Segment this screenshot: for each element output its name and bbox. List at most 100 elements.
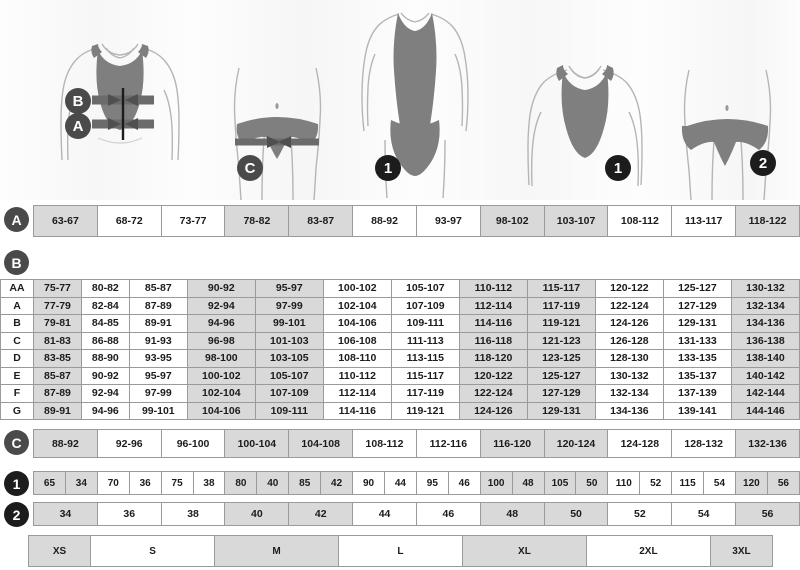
row-2-cell: 42	[288, 502, 354, 526]
row-1-table: 65 34 70 36 75 38 80 40 85 42 90 44 95 46 100 48 105 50 11…	[33, 471, 800, 495]
row-1-cell: 38	[192, 471, 226, 495]
row-A-cell: 98-102	[479, 205, 545, 237]
sizes-table: XS S M L XL 2XL 3XL	[27, 535, 774, 567]
table-B-cell: 79-81	[33, 314, 82, 333]
table-B-cell: 134-136	[594, 401, 664, 420]
row-C-cell: 128-132	[671, 429, 737, 458]
row-1-cell: 115	[671, 471, 705, 495]
row-A-cell: 63-67	[33, 205, 98, 237]
table-B-cell: 122-124	[458, 384, 528, 403]
table-B-cell: 105-107	[254, 366, 324, 385]
table-B-cell: 96-98	[186, 331, 256, 350]
row-badge-A: A	[4, 207, 29, 232]
table-B-cell: 90-92	[186, 279, 256, 298]
table-B-cell: 132-134	[594, 384, 664, 403]
row-2-cell: 34	[33, 502, 98, 526]
table-row: F 87-89 92-94 97-99 102-104 107-109 112-114 117…	[0, 384, 800, 403]
row-2-cell: 50	[543, 502, 609, 526]
table-B-cell: 92-94	[80, 384, 130, 403]
row-C-cell: 96-100	[160, 429, 226, 458]
table-B-cell: 89-91	[33, 401, 82, 420]
row-C-cell: 108-112	[352, 429, 417, 458]
row-C-cell: 120-124	[543, 429, 609, 458]
table-B-cell: 86-88	[80, 331, 130, 350]
table-row: A 77-79 82-84 87-89 92-94 97-99 102-104 107-109…	[0, 296, 800, 315]
table-B-cell: 119-121	[526, 314, 596, 333]
row-A-cell: 83-87	[288, 205, 354, 237]
table-B-cell: 103-105	[254, 349, 324, 368]
table-B-cell: 110-112	[458, 279, 528, 298]
table-B-cell: 95-97	[254, 279, 324, 298]
table-B-cell: 107-109	[254, 384, 324, 403]
table-B-cell: 104-106	[186, 401, 256, 420]
row-A-cell: 78-82	[224, 205, 290, 237]
row-1-cell: 50	[575, 471, 609, 495]
table-B-cell: 105-107	[390, 279, 460, 298]
table-B-cell: 139-141	[662, 401, 732, 420]
row-badge-C: C	[4, 430, 29, 455]
table-B-cell: 99-101	[254, 314, 324, 333]
size-cell: 3XL	[709, 535, 774, 567]
table-B-cell: 104-106	[322, 314, 392, 333]
table-B-cell: 135-137	[662, 366, 732, 385]
table-B-cell: 87-89	[128, 296, 188, 315]
table-row: B 79-81 84-85 89-91 94-96 99-101 104-106 109-11…	[0, 314, 800, 333]
table-B-cell: 85-87	[128, 279, 188, 298]
row-2-cell: 54	[671, 502, 737, 526]
row-C-cell: 124-128	[607, 429, 673, 458]
table-row: 65 34 70 36 75 38 80 40 85 42 90 44 95 46 100 48 105 50 11…	[33, 471, 800, 495]
table-B-cell: 115-117	[526, 279, 596, 298]
row-2-cell: 48	[479, 502, 545, 526]
badge-B: B	[65, 88, 91, 114]
row-A-cell: 88-92	[352, 205, 417, 237]
badge-2-bottom: 2	[750, 150, 776, 176]
badge-1-bra: 1	[605, 155, 631, 181]
table-B-cell: 98-100	[186, 349, 256, 368]
row-A-section: A 63-67 68-72 73-77 78-82 83-87 88-92 93-97 98-…	[0, 202, 800, 248]
table-B-cell: 129-131	[526, 401, 596, 420]
figure-bikini-bottom: 2	[665, 0, 790, 201]
table-B-cell: 89-91	[128, 314, 188, 333]
table-row: XS S M L XL 2XL 3XL	[27, 535, 774, 567]
row-1-cell: 52	[639, 471, 673, 495]
table-B-cell: 112-114	[458, 296, 528, 315]
table-B-cell: 100-102	[322, 279, 392, 298]
table-B-cell: 114-116	[322, 401, 392, 420]
row-1-cell: 70	[96, 471, 130, 495]
illustration-strip: B A C	[0, 0, 800, 201]
size-cell: XL	[461, 535, 587, 567]
table-row: D 83-85 88-90 93-95 98-100 103-105 108-110 113-…	[0, 349, 800, 368]
table-B-cell: 99-101	[128, 401, 188, 420]
row-1-cell: 44	[383, 471, 417, 495]
row-1-cell: 80	[224, 471, 258, 495]
table-B-cell: 124-126	[594, 314, 664, 333]
table-row: 88-92 92-96 96-100 100-104 104-108 108-112 112…	[33, 429, 800, 458]
table-B-cell: 125-127	[526, 366, 596, 385]
table-B-cell: 102-104	[322, 296, 392, 315]
table-B-cell: 130-132	[730, 279, 800, 298]
row-badge-B: B	[4, 250, 29, 275]
table-B-cell: 126-128	[594, 331, 664, 350]
row-C-section: C 88-92 92-96 96-100 100-104 104-108 108-112 1…	[0, 427, 800, 467]
table-B-cell: 120-122	[594, 279, 664, 298]
size-cell: XS	[27, 535, 92, 567]
row-A-cell: 103-107	[543, 205, 609, 237]
figure-bust-underbust: B A	[20, 0, 220, 200]
cup-label-cell: D	[0, 349, 34, 368]
table-B-cell: 82-84	[80, 296, 130, 315]
row-2-cell: 56	[735, 502, 800, 526]
table-B-cell: 123-125	[526, 349, 596, 368]
table-B-cell: 137-139	[662, 384, 732, 403]
table-B-cell: 121-123	[526, 331, 596, 350]
table-B-cell: 91-93	[128, 331, 188, 350]
table-B-cell: 97-99	[254, 296, 324, 315]
row-1-cell: 65	[33, 471, 66, 495]
table-B-cell: 130-132	[594, 366, 664, 385]
table-B-cell: 144-146	[730, 401, 800, 420]
cup-label-cell: F	[0, 384, 34, 403]
table-B-cell: 85-87	[33, 366, 82, 385]
table-B-cell: 129-131	[662, 314, 732, 333]
table-B-cell: 133-135	[662, 349, 732, 368]
row-A-cell: 113-117	[671, 205, 737, 237]
table-B-section: B AA 75-77 80-82 85-87 90-92 95-97 100-102 105-…	[0, 250, 800, 425]
